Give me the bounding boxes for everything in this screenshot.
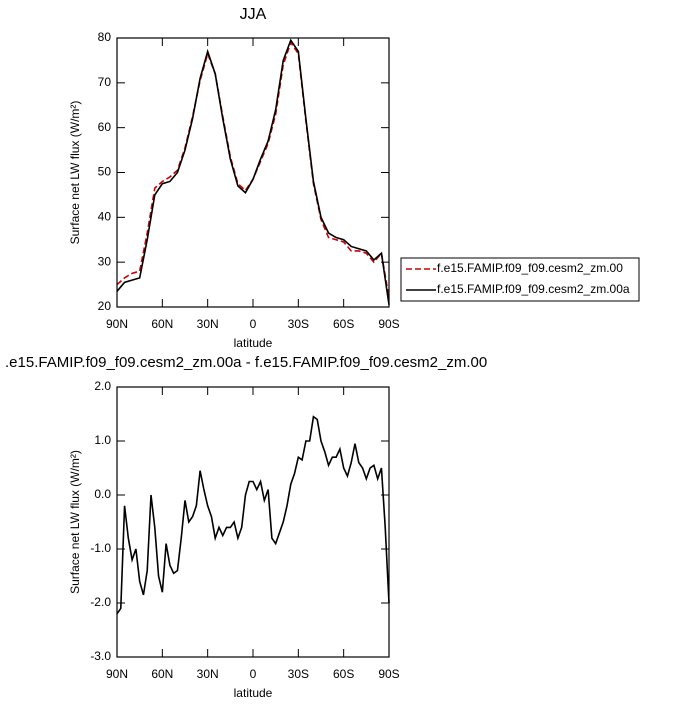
y-tick-label: 0.0 bbox=[94, 487, 111, 501]
y-tick-label: 80 bbox=[98, 30, 112, 44]
x-tick-label: 60N bbox=[151, 667, 173, 681]
y-tick-label: -3.0 bbox=[90, 649, 111, 663]
y-tick-label: 2.0 bbox=[94, 379, 111, 393]
y-tick-label: 1.0 bbox=[94, 433, 111, 447]
x-tick-label: 60S bbox=[333, 667, 354, 681]
y-axis-label: Surface net LW flux (W/m²) bbox=[68, 450, 82, 594]
x-axis-label: latitude bbox=[234, 336, 273, 350]
x-tick-label: 60S bbox=[333, 317, 354, 331]
x-axis-label: latitude bbox=[234, 686, 273, 700]
y-tick-label: -2.0 bbox=[90, 595, 111, 609]
x-tick-label: 30S bbox=[288, 317, 309, 331]
y-tick-label: 30 bbox=[98, 254, 112, 268]
x-tick-label: 90N bbox=[106, 667, 128, 681]
x-tick-label: 0 bbox=[250, 317, 257, 331]
x-tick-label: 90N bbox=[106, 317, 128, 331]
chart-title: .e15.FAMIP.f09_f09.cesm2_zm.00a - f.e15.… bbox=[5, 354, 487, 371]
y-axis-label: Surface net LW flux (W/m²) bbox=[68, 101, 82, 245]
legend-label: f.e15.FAMIP.f09_f09.cesm2_zm.00 bbox=[437, 261, 623, 275]
x-tick-label: 90S bbox=[378, 667, 399, 681]
y-tick-label: 60 bbox=[98, 120, 112, 134]
x-tick-label: 0 bbox=[250, 667, 257, 681]
data-line bbox=[116, 40, 390, 299]
y-tick-label: -1.0 bbox=[90, 541, 111, 555]
y-tick-label: 50 bbox=[98, 165, 112, 179]
chart-title: JJA bbox=[240, 6, 267, 23]
legend-label: f.e15.FAMIP.f09_f09.cesm2_zm.00a bbox=[437, 282, 630, 296]
data-line bbox=[116, 38, 390, 305]
data-line bbox=[116, 415, 390, 615]
plot-frame bbox=[116, 37, 390, 308]
x-tick-label: 60N bbox=[151, 317, 173, 331]
plot-frame bbox=[116, 386, 390, 658]
x-tick-label: 30N bbox=[197, 667, 219, 681]
x-tick-label: 30S bbox=[288, 667, 309, 681]
y-tick-label: 20 bbox=[98, 299, 112, 313]
x-tick-label: 90S bbox=[378, 317, 399, 331]
y-tick-label: 40 bbox=[98, 210, 112, 224]
legend: f.e15.FAMIP.f09_f09.cesm2_zm.00 f.e15.FAM… bbox=[400, 257, 640, 302]
legend-box bbox=[400, 257, 640, 302]
y-tick-label: 70 bbox=[98, 75, 112, 89]
x-tick-label: 30N bbox=[197, 317, 219, 331]
